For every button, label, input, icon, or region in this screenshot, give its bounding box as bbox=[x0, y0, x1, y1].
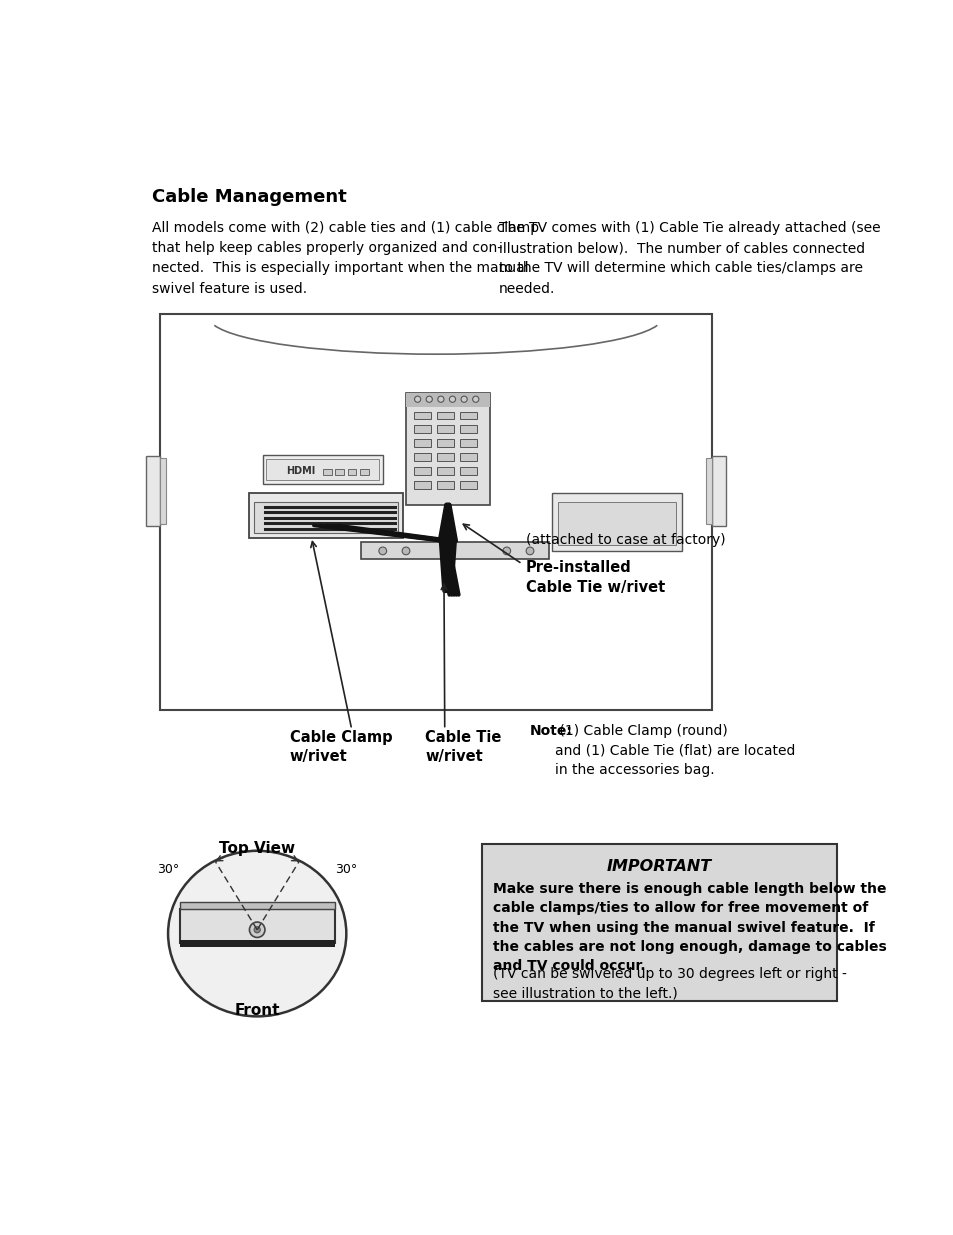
Circle shape bbox=[502, 547, 510, 555]
Text: The TV comes with (1) Cable Tie already attached (see
illustration below).  The : The TV comes with (1) Cable Tie already … bbox=[498, 221, 880, 295]
Circle shape bbox=[525, 547, 534, 555]
Bar bbox=[360, 542, 548, 559]
Bar bbox=[459, 480, 476, 489]
Text: Cable Tie
w/rivet: Cable Tie w/rivet bbox=[425, 730, 501, 764]
Bar bbox=[436, 411, 454, 419]
Bar bbox=[414, 467, 431, 474]
Circle shape bbox=[378, 547, 386, 555]
Ellipse shape bbox=[168, 851, 346, 1016]
Bar bbox=[551, 493, 681, 551]
Bar bbox=[459, 411, 476, 419]
Bar bbox=[459, 467, 476, 474]
Circle shape bbox=[415, 396, 420, 403]
Bar bbox=[414, 453, 431, 461]
Bar bbox=[159, 458, 166, 524]
Circle shape bbox=[402, 547, 410, 555]
Bar bbox=[249, 493, 402, 537]
Bar bbox=[436, 480, 454, 489]
Bar bbox=[348, 468, 356, 474]
Bar bbox=[558, 503, 675, 545]
Bar bbox=[414, 425, 431, 433]
Circle shape bbox=[460, 396, 467, 403]
Text: (attached to case at factory): (attached to case at factory) bbox=[525, 534, 725, 547]
Bar bbox=[459, 425, 476, 433]
Text: 30°: 30° bbox=[335, 863, 357, 876]
Bar bbox=[436, 425, 454, 433]
Bar bbox=[253, 503, 397, 534]
Bar bbox=[705, 458, 711, 524]
Text: Note:: Note: bbox=[530, 724, 572, 739]
Bar bbox=[159, 314, 711, 710]
Bar bbox=[481, 844, 836, 1002]
Bar bbox=[406, 393, 489, 406]
Circle shape bbox=[449, 396, 456, 403]
Bar bbox=[323, 468, 332, 474]
Text: 30°: 30° bbox=[157, 863, 179, 876]
Circle shape bbox=[426, 396, 432, 403]
Text: Make sure there is enough cable length below the
cable clamps/ties to allow for : Make sure there is enough cable length b… bbox=[493, 882, 885, 973]
Text: Top View: Top View bbox=[219, 841, 294, 856]
Bar bbox=[262, 454, 382, 484]
Bar bbox=[459, 453, 476, 461]
Bar bbox=[146, 456, 159, 526]
Bar bbox=[414, 411, 431, 419]
Circle shape bbox=[253, 926, 260, 932]
Text: HDMI: HDMI bbox=[286, 466, 314, 477]
Bar bbox=[459, 440, 476, 447]
Bar bbox=[414, 440, 431, 447]
Bar bbox=[414, 480, 431, 489]
Bar bbox=[436, 440, 454, 447]
Circle shape bbox=[437, 396, 443, 403]
Text: Cable Clamp
w/rivet: Cable Clamp w/rivet bbox=[290, 730, 392, 764]
Bar bbox=[711, 456, 725, 526]
Circle shape bbox=[472, 396, 478, 403]
Bar bbox=[266, 458, 378, 480]
Bar bbox=[335, 468, 344, 474]
Circle shape bbox=[249, 923, 265, 937]
Bar bbox=[406, 393, 489, 505]
Bar bbox=[436, 467, 454, 474]
Text: (1) Cable Clamp (round)
and (1) Cable Tie (flat) are located
in the accessories : (1) Cable Clamp (round) and (1) Cable Ti… bbox=[555, 724, 795, 777]
Text: IMPORTANT: IMPORTANT bbox=[606, 858, 711, 874]
Text: Cable Management: Cable Management bbox=[152, 188, 346, 206]
Text: All models come with (2) cable ties and (1) cable clamp
that help keep cables pr: All models come with (2) cable ties and … bbox=[152, 221, 538, 295]
Text: (TV can be swiveled up to 30 degrees left or right -
see illustration to the lef: (TV can be swiveled up to 30 degrees lef… bbox=[493, 967, 846, 1000]
Bar bbox=[179, 903, 335, 909]
Text: Pre-installed
Cable Tie w/rivet: Pre-installed Cable Tie w/rivet bbox=[525, 561, 664, 595]
Bar bbox=[436, 453, 454, 461]
Bar bbox=[179, 909, 335, 944]
Text: Front: Front bbox=[234, 1003, 279, 1018]
Bar bbox=[179, 940, 335, 947]
Bar bbox=[360, 468, 369, 474]
